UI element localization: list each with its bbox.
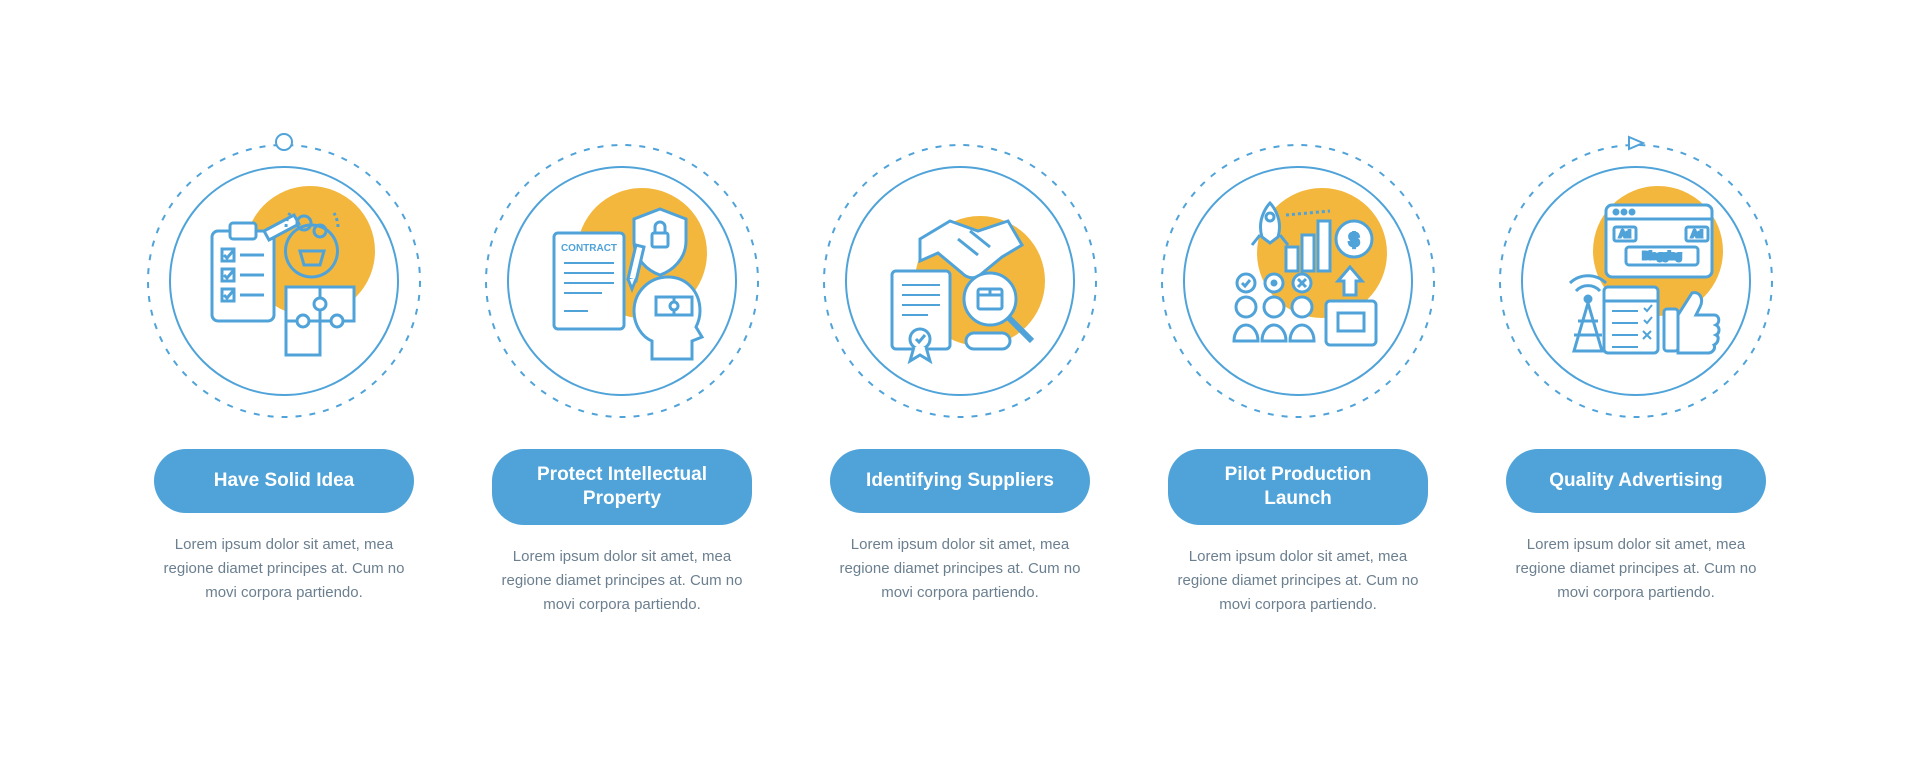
- step-desc: Lorem ipsum dolor sit amet, mea regione …: [1506, 533, 1766, 605]
- step-title-pill: Protect Intellectual Property: [492, 449, 752, 525]
- step-circle: CONTRACT: [482, 141, 762, 421]
- step-solid-idea: Have Solid Idea Lorem ipsum dolor sit am…: [139, 141, 429, 617]
- suppliers-icon: [870, 191, 1050, 371]
- inner-ring: [845, 166, 1075, 396]
- step-advertising: Ad Ad Blogging: [1491, 141, 1781, 617]
- inner-ring: Ad Ad Blogging: [1521, 166, 1751, 396]
- step-title-pill: Pilot Production Launch: [1168, 449, 1428, 525]
- ip-icon: CONTRACT: [532, 191, 712, 371]
- end-arrow-icon: [1627, 135, 1645, 151]
- step-title: Pilot Production Launch: [1190, 463, 1406, 511]
- infographic-row: Have Solid Idea Lorem ipsum dolor sit am…: [39, 141, 1881, 617]
- step-identify-suppliers: Identifying Suppliers Lorem ipsum dolor …: [815, 141, 1105, 617]
- step-title-pill: Identifying Suppliers: [830, 449, 1090, 513]
- step-desc: Lorem ipsum dolor sit amet, mea regione …: [492, 545, 752, 617]
- step-circle: $: [1158, 141, 1438, 421]
- step-desc: Lorem ipsum dolor sit amet, mea regione …: [154, 533, 414, 605]
- inner-ring: $: [1183, 166, 1413, 396]
- step-pilot-launch: $: [1153, 141, 1443, 617]
- step-title: Quality Advertising: [1549, 469, 1723, 493]
- launch-icon: $: [1208, 191, 1388, 371]
- advertising-icon: Ad Ad Blogging: [1546, 191, 1726, 371]
- step-desc: Lorem ipsum dolor sit amet, mea regione …: [830, 533, 1090, 605]
- step-title-pill: Quality Advertising: [1506, 449, 1766, 513]
- step-protect-ip: CONTRACT: [477, 141, 767, 617]
- step-circle: Ad Ad Blogging: [1496, 141, 1776, 421]
- step-title-pill: Have Solid Idea: [154, 449, 414, 513]
- svg-text:Ad: Ad: [1691, 229, 1702, 239]
- step-circle: [820, 141, 1100, 421]
- idea-icon: [194, 191, 374, 371]
- svg-text:Ad: Ad: [1619, 229, 1630, 239]
- step-title: Have Solid Idea: [214, 469, 354, 493]
- inner-ring: CONTRACT: [507, 166, 737, 396]
- svg-text:CONTRACT: CONTRACT: [561, 243, 617, 254]
- start-dot-icon: [275, 133, 293, 151]
- step-circle: [144, 141, 424, 421]
- step-desc: Lorem ipsum dolor sit amet, mea regione …: [1168, 545, 1428, 617]
- svg-text:$: $: [1349, 230, 1359, 250]
- step-title: Protect Intellectual Property: [514, 463, 730, 511]
- inner-ring: [169, 166, 399, 396]
- step-title: Identifying Suppliers: [866, 469, 1054, 493]
- svg-text:Blogging: Blogging: [1643, 251, 1682, 262]
